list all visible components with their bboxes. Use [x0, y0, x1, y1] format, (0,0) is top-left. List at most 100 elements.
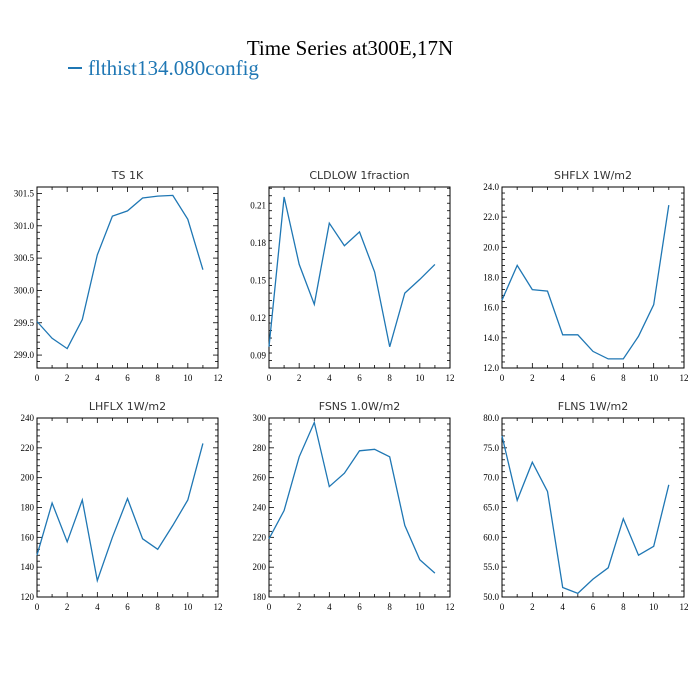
panel-title: LHFLX 1W/m2 — [89, 400, 166, 413]
y-tick-label: 300 — [253, 413, 267, 423]
x-tick-label: 6 — [591, 373, 596, 383]
legend-line-swatch — [68, 67, 82, 70]
chart-panel-4: LHFLX 1W/m2 0 2 4 6 8 10 12 120 140 160 180 200 220 24… — [21, 400, 223, 612]
y-tick-label: 80.0 — [483, 413, 499, 423]
x-tick-label: 10 — [415, 602, 425, 612]
x-tick-label: 4 — [95, 602, 100, 612]
y-tick-label: 0.15 — [250, 276, 266, 286]
y-tick-label: 14.0 — [483, 333, 499, 343]
plot-frame — [36, 186, 219, 369]
x-tick-label: 0 — [35, 602, 40, 612]
y-tick-label: 299.0 — [14, 350, 35, 360]
x-tick-label: 2 — [530, 602, 535, 612]
y-tick-label: 55.0 — [483, 562, 499, 572]
chart-panel-2: CLDLOW 1fraction 0 2 4 6 8 10 12 0.09 0.12 0.15 0.1… — [250, 169, 454, 383]
y-tick-label: 0.09 — [250, 351, 266, 361]
x-tick-label: 8 — [387, 373, 392, 383]
y-tick-label: 260 — [253, 473, 267, 483]
series-line-1 — [268, 196, 436, 347]
x-tick-label: 12 — [214, 602, 223, 612]
y-tick-label: 300.5 — [14, 253, 35, 263]
y-tick-label: 140 — [21, 562, 35, 572]
x-tick-label: 2 — [297, 602, 302, 612]
y-tick-label: 180 — [21, 503, 35, 513]
x-tick-label: 10 — [183, 602, 193, 612]
series-line-1 — [36, 194, 204, 350]
panel-title: FSNS 1.0W/m2 — [319, 400, 401, 413]
x-tick-label: 6 — [591, 602, 596, 612]
x-tick-label: 8 — [155, 373, 160, 383]
x-tick-label: 4 — [327, 602, 332, 612]
y-tick-label: 18.0 — [483, 273, 499, 283]
plot-frame — [268, 417, 451, 598]
y-tick-label: 75.0 — [483, 443, 499, 453]
x-tick-label: 10 — [649, 602, 659, 612]
x-tick-label: 12 — [680, 373, 689, 383]
x-tick-label: 2 — [297, 373, 302, 383]
x-tick-label: 2 — [65, 602, 70, 612]
x-tick-label: 12 — [680, 602, 689, 612]
x-tick-label: 4 — [95, 373, 100, 383]
y-tick-label: 280 — [253, 443, 267, 453]
x-tick-label: 8 — [155, 602, 160, 612]
x-tick-label: 12 — [446, 602, 455, 612]
y-tick-label: 20.0 — [483, 242, 499, 252]
x-tick-label: 6 — [357, 373, 362, 383]
x-tick-label: 10 — [183, 373, 193, 383]
legend: flthist134.080config — [68, 56, 259, 81]
x-tick-label: 4 — [560, 602, 565, 612]
x-tick-label: 0 — [500, 373, 505, 383]
x-tick-label: 6 — [125, 602, 130, 612]
x-tick-label: 2 — [530, 373, 535, 383]
y-tick-label: 60.0 — [483, 532, 499, 542]
y-tick-label: 200 — [21, 473, 35, 483]
y-tick-label: 65.0 — [483, 503, 499, 513]
x-tick-label: 6 — [357, 602, 362, 612]
plot-frame — [501, 417, 685, 598]
y-tick-label: 24.0 — [483, 182, 499, 192]
x-tick-label: 0 — [267, 373, 272, 383]
y-tick-label: 50.0 — [483, 592, 499, 602]
y-tick-label: 220 — [21, 443, 35, 453]
figure-title: Time Series at300E,17N — [246, 36, 454, 60]
panel-title: CLDLOW 1fraction — [309, 169, 409, 182]
x-tick-label: 6 — [125, 373, 130, 383]
x-tick-label: 4 — [560, 373, 565, 383]
chart-panel-6: FLNS 1W/m2 0 2 4 6 8 10 12 50.0 55.0 60.0 65.0 70.0 7… — [483, 400, 688, 612]
y-tick-label: 0.21 — [250, 201, 266, 211]
y-tick-label: 0.12 — [250, 313, 266, 323]
y-tick-label: 240 — [21, 413, 35, 423]
y-tick-label: 300.0 — [14, 285, 35, 295]
y-tick-label: 240 — [253, 503, 267, 513]
y-tick-label: 299.5 — [14, 318, 35, 328]
x-tick-label: 12 — [214, 373, 223, 383]
series-line-1 — [268, 420, 436, 574]
y-tick-label: 16.0 — [483, 303, 499, 313]
x-tick-label: 0 — [35, 373, 40, 383]
chart-panel-5: FSNS 1.0W/m2 0 2 4 6 8 10 12 180 200 220 240 260 280 3… — [253, 400, 455, 612]
x-tick-label: 0 — [267, 602, 272, 612]
y-tick-label: 120 — [21, 592, 35, 602]
x-tick-label: 8 — [621, 373, 626, 383]
y-tick-label: 0.18 — [250, 238, 266, 248]
series-line-1 — [501, 205, 670, 360]
x-tick-label: 2 — [65, 373, 70, 383]
series-line-1 — [36, 443, 204, 584]
y-tick-label: 180 — [253, 592, 267, 602]
plot-frame — [36, 417, 219, 598]
plot-frame — [268, 186, 451, 369]
panel-title: FLNS 1W/m2 — [558, 400, 628, 413]
y-tick-label: 22.0 — [483, 212, 499, 222]
legend-label: flthist134.080config — [88, 56, 259, 80]
panel-title: TS 1K — [111, 169, 144, 182]
chart-panel-1: TS 1K 0 2 4 6 8 10 12 299.0 299.5 300.0 300.5 301.0 3… — [14, 169, 223, 383]
y-tick-label: 301.5 — [14, 188, 35, 198]
y-tick-label: 301.0 — [14, 221, 35, 231]
x-tick-label: 8 — [621, 602, 626, 612]
y-tick-label: 12.0 — [483, 363, 499, 373]
panel-title: SHFLX 1W/m2 — [554, 169, 632, 182]
y-tick-label: 220 — [253, 532, 267, 542]
y-tick-label: 160 — [21, 532, 35, 542]
x-tick-label: 4 — [327, 373, 332, 383]
